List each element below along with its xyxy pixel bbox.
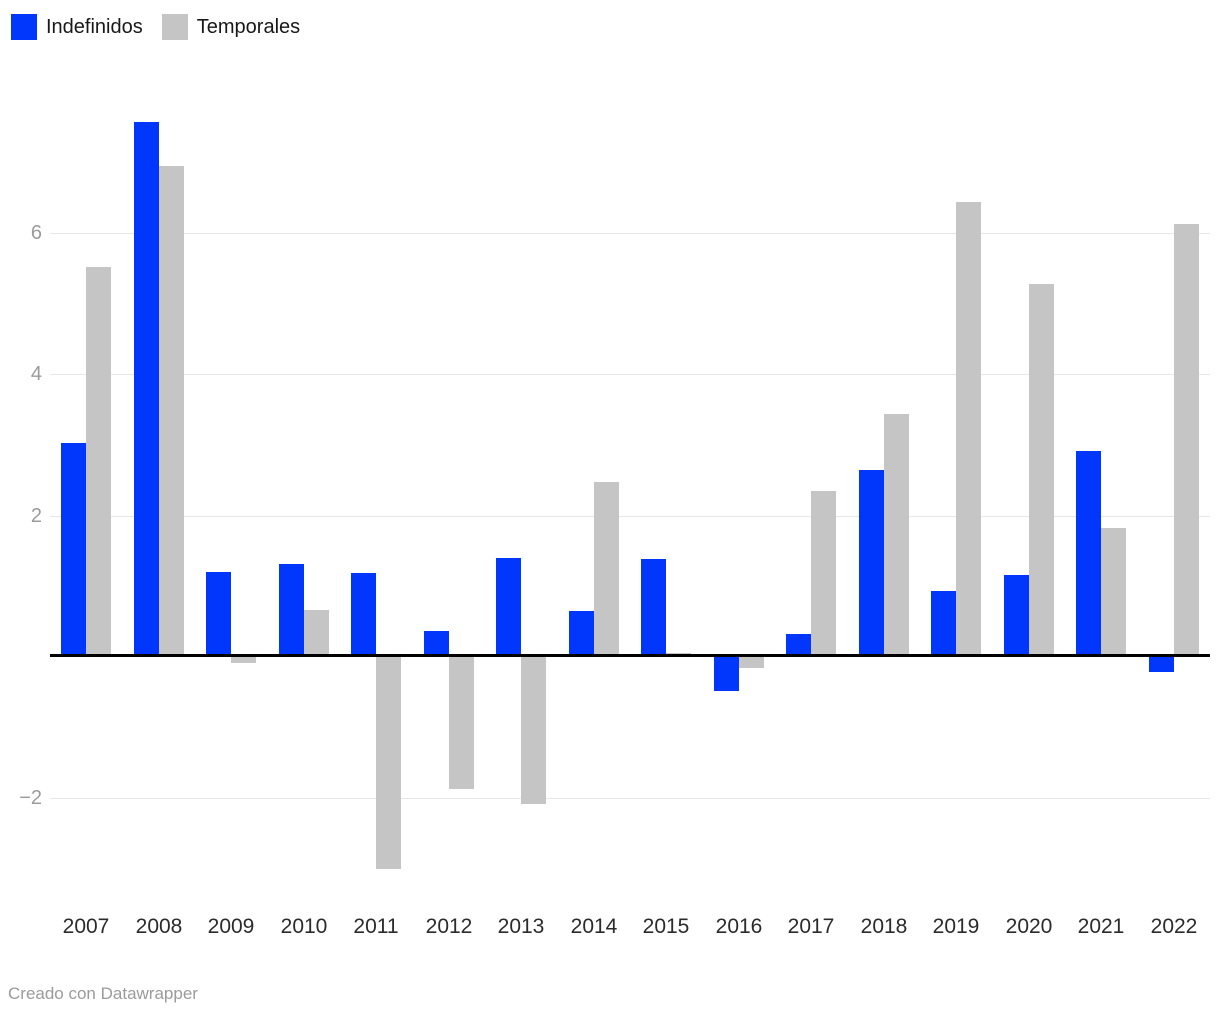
x-axis-label-2007: 2007 [62, 915, 110, 938]
bar-indefinidos-2016[interactable] [714, 657, 739, 691]
bar-indefinidos-2013[interactable] [496, 558, 521, 657]
bar-temporales-2009[interactable] [231, 657, 256, 663]
x-axis-label-2020: 2020 [1005, 915, 1053, 938]
bar-indefinidos-2011[interactable] [351, 573, 376, 657]
bar-indefinidos-2018[interactable] [859, 470, 884, 657]
legend-swatch-indefinidos [11, 14, 37, 40]
legend-label-temporales: Temporales [196, 15, 301, 38]
x-axis-label-2009: 2009 [207, 915, 255, 938]
bar-temporales-2019[interactable] [956, 202, 981, 657]
x-axis-label-2012: 2012 [425, 915, 473, 938]
legend-swatch-temporales [161, 14, 188, 40]
y-axis-tick-label--2: −2 [19, 787, 42, 809]
bar-indefinidos-2014[interactable] [569, 611, 594, 657]
bar-temporales-2022[interactable] [1174, 224, 1199, 657]
bar-temporales-2018[interactable] [884, 414, 909, 657]
x-axis-label-2014: 2014 [570, 915, 618, 938]
bar-indefinidos-2009[interactable] [206, 572, 231, 657]
x-axis-label-2010: 2010 [280, 915, 328, 938]
y-axis-tick-label-2: 2 [30, 505, 42, 527]
x-axis-label-2013: 2013 [497, 915, 545, 938]
bar-indefinidos-2017[interactable] [786, 634, 811, 657]
y-axis-tick-label-6: 6 [30, 222, 42, 244]
bar-indefinidos-2012[interactable] [424, 631, 449, 657]
legend-item-temporales: Temporales [161, 14, 301, 40]
zero-baseline [50, 654, 1210, 657]
bar-temporales-2016[interactable] [739, 657, 764, 668]
bar-temporales-2017[interactable] [811, 491, 836, 657]
datawrapper-attribution-link[interactable]: Creado con Datawrapper [8, 984, 198, 1003]
x-axis-label-2018: 2018 [860, 915, 908, 938]
x-axis-label-2017: 2017 [787, 915, 835, 938]
bar-temporales-2014[interactable] [594, 482, 619, 657]
x-axis-label-2022: 2022 [1150, 915, 1198, 938]
y-axis-tick-label-4: 4 [30, 363, 42, 385]
bar-temporales-2007[interactable] [86, 267, 111, 657]
bar-temporales-2021[interactable] [1101, 528, 1126, 657]
legend-item-indefinidos: Indefinidos [11, 14, 143, 40]
bar-temporales-2013[interactable] [521, 657, 546, 804]
gridline-4 [50, 374, 1210, 375]
legend-label-indefinidos: Indefinidos [46, 15, 143, 38]
x-axis-label-2016: 2016 [715, 915, 763, 938]
bar-indefinidos-2007[interactable] [61, 443, 86, 657]
bar-indefinidos-2010[interactable] [279, 564, 304, 657]
bar-indefinidos-2021[interactable] [1076, 451, 1101, 657]
bar-indefinidos-2015[interactable] [641, 559, 666, 657]
x-axis-label-2021: 2021 [1077, 915, 1125, 938]
x-axis-label-2019: 2019 [932, 915, 980, 938]
bar-indefinidos-2019[interactable] [931, 591, 956, 657]
x-axis-label-2008: 2008 [135, 915, 183, 938]
legend: Indefinidos Temporales [11, 14, 300, 40]
bar-indefinidos-2008[interactable] [134, 122, 159, 657]
bar-temporales-2012[interactable] [449, 657, 474, 789]
bar-temporales-2008[interactable] [159, 166, 184, 657]
bar-temporales-2011[interactable] [376, 657, 401, 869]
gridline-2 [50, 516, 1210, 517]
bar-indefinidos-2020[interactable] [1004, 575, 1029, 657]
gridline-6 [50, 233, 1210, 234]
bar-indefinidos-2022[interactable] [1149, 657, 1174, 672]
bar-temporales-2020[interactable] [1029, 284, 1054, 657]
gridline--2 [50, 798, 1210, 799]
x-axis-label-2011: 2011 [353, 915, 399, 938]
x-axis-label-2015: 2015 [642, 915, 690, 938]
bar-temporales-2010[interactable] [304, 610, 329, 657]
